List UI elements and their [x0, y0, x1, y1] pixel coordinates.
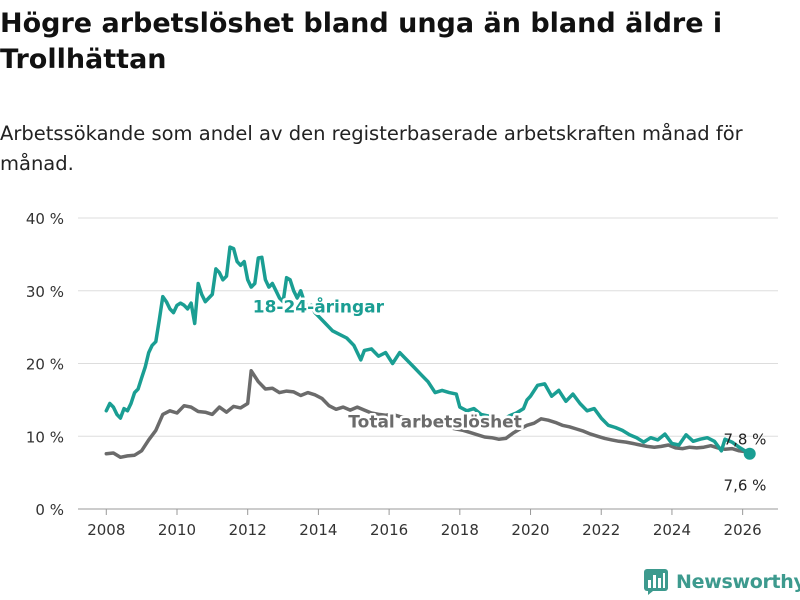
series-label-youth-halo: 18-24-åringar	[253, 296, 385, 318]
bar-chart-icon	[644, 569, 668, 595]
end-value-label-youth: 7,6 %	[724, 477, 767, 495]
x-tick-label: 2008	[87, 521, 125, 539]
y-tick-label: 30 %	[26, 283, 64, 301]
x-tick-label: 2018	[441, 521, 479, 539]
x-tick-label: 2016	[370, 521, 408, 539]
chart-title: Högre arbetslöshet bland unga än bland ä…	[0, 8, 723, 75]
newsworthy-logo: Newsworthy	[644, 569, 800, 595]
x-tick-label: 2022	[582, 521, 620, 539]
end-value-label-total: 7,8 %	[724, 430, 767, 448]
y-tick-label: 20 %	[26, 356, 64, 374]
series-label-total: Total arbetslöshet	[348, 413, 522, 433]
x-tick-label: 2026	[724, 521, 762, 539]
end-point-marker	[743, 447, 756, 460]
x-tick-label: 2020	[511, 521, 549, 539]
y-tick-label: 40 %	[26, 210, 64, 228]
x-tick-label: 2012	[229, 521, 267, 539]
series-label-total-halo: Total arbetslöshet	[348, 413, 522, 433]
series-label-youth: 18-24-åringar	[253, 296, 385, 318]
chart-subtitle: Arbetssökande som andel av den registerb…	[0, 122, 743, 175]
brand-name: Newsworthy	[676, 571, 800, 593]
y-tick-label: 10 %	[26, 428, 64, 446]
x-tick-label: 2014	[299, 521, 337, 539]
y-tick-label: 0 %	[35, 501, 64, 519]
series-line-total	[104, 369, 752, 460]
x-tick-label: 2010	[158, 521, 196, 539]
series-line-youth	[104, 245, 752, 456]
x-tick-label: 2024	[653, 521, 691, 539]
